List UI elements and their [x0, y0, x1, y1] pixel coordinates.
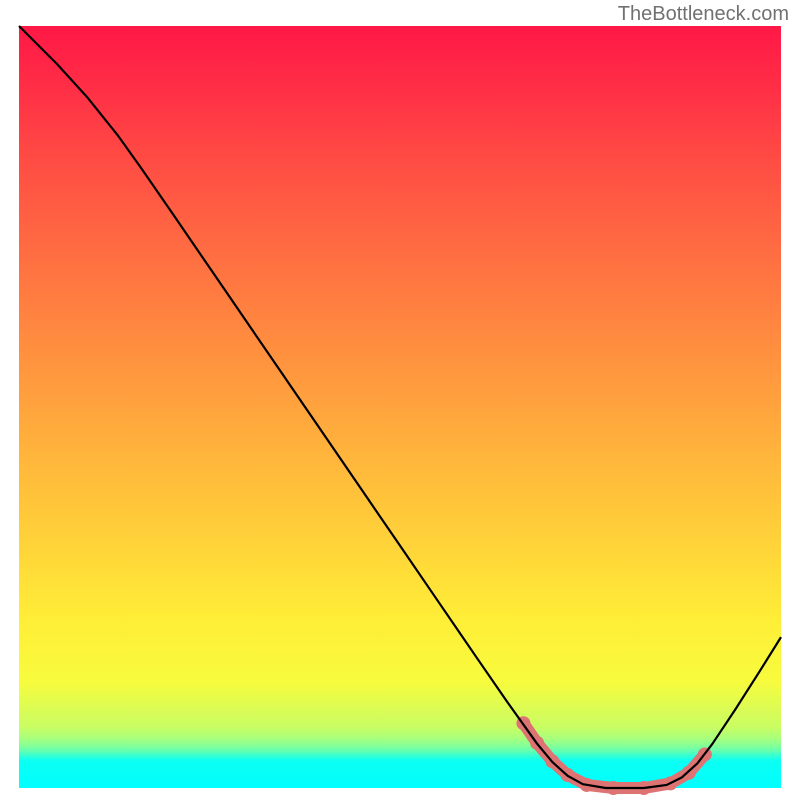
plot-background: [19, 26, 781, 788]
watermark-text: TheBottleneck.com: [618, 3, 789, 25]
bottleneck-chart: TheBottleneck.com: [0, 0, 800, 800]
